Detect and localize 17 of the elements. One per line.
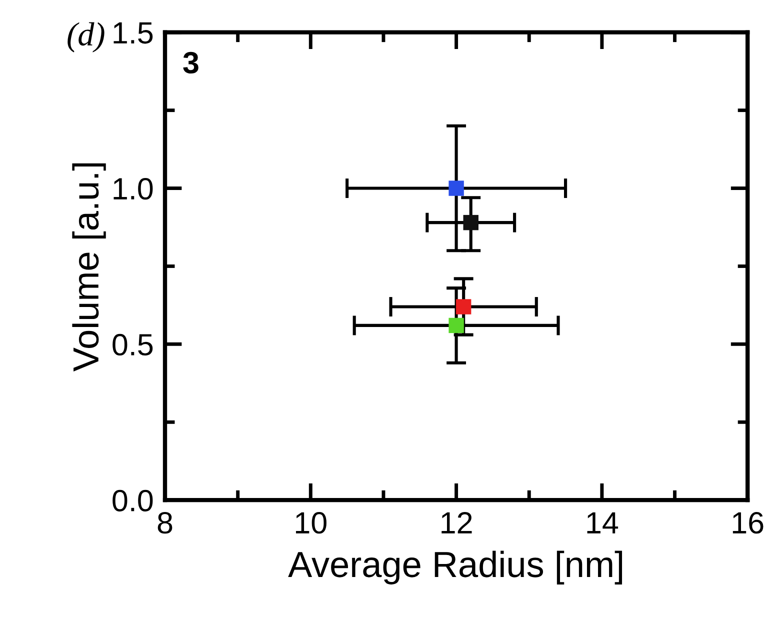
x-tick-label: 12 [442,512,472,534]
point [448,318,464,334]
annotation: 3 [183,52,198,74]
y-tick-label: 0.5 [112,334,153,356]
point [463,214,478,230]
x-tick-label: 16 [732,512,764,534]
y-tick-label: 0.0 [112,490,153,512]
point [448,180,464,196]
x-tick-label: 8 [158,512,172,534]
point [456,299,472,314]
x-axis-title: Average Radius [nm] [288,550,622,584]
y-axis-title: Volume [a.u.] [72,163,106,372]
x-tick-label: 10 [296,512,326,534]
x-tick-label: 14 [587,512,618,534]
y-tick-label: 1.0 [114,178,153,200]
y-tick-label: 1.5 [114,22,153,44]
text: (d) [68,22,104,52]
